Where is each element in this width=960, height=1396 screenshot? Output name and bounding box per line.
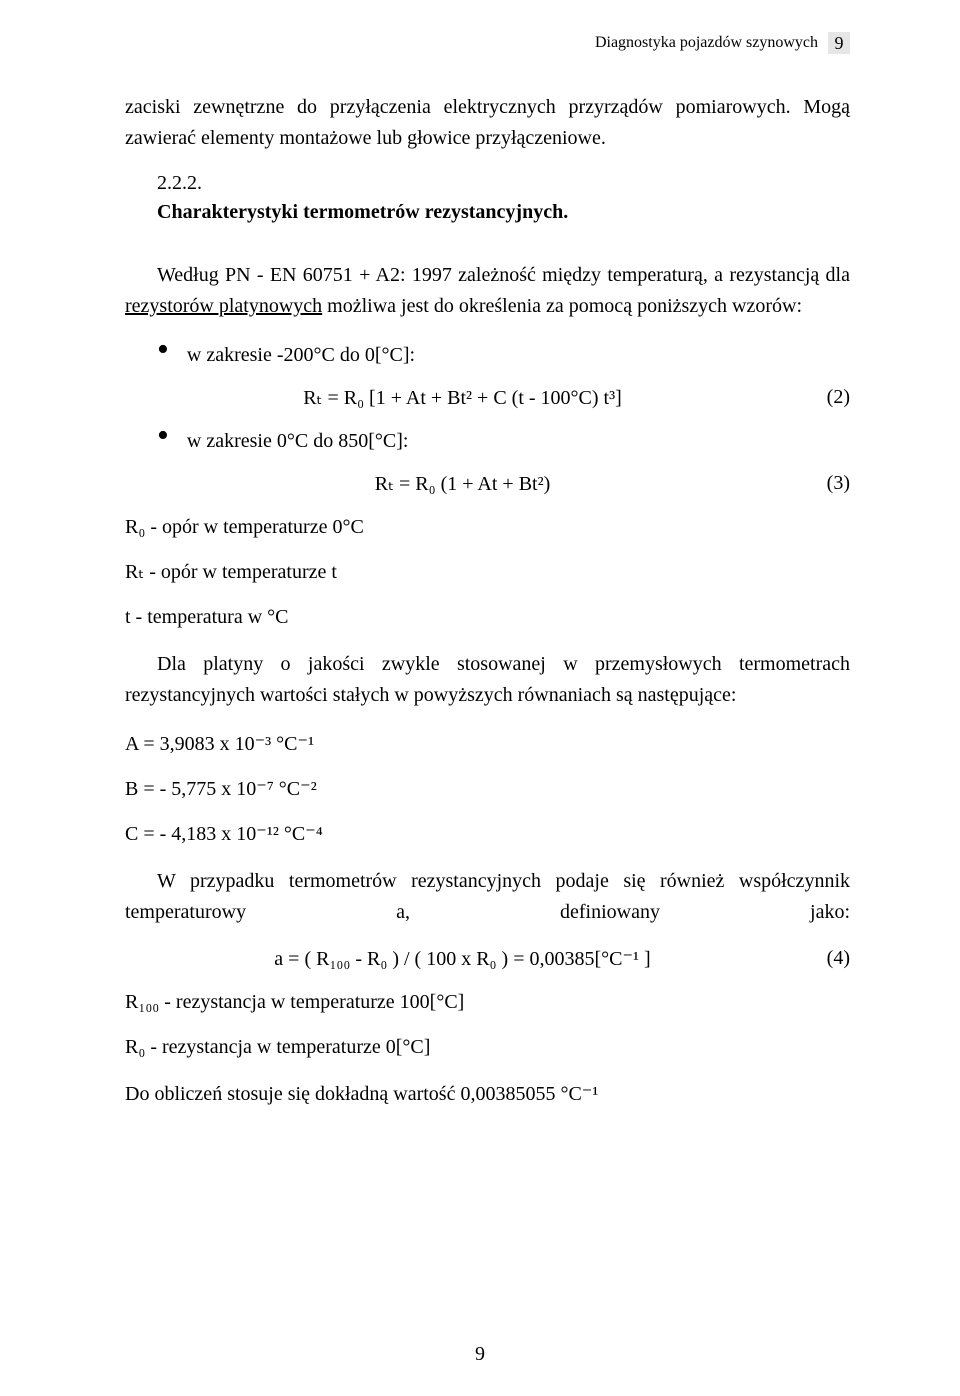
equation-4: a = ( R₁₀₀ - R₀ ) / ( 100 x R₀ ) = 0,003… [125,946,850,971]
bullet-icon: • [157,426,169,446]
main-para-underlined: rezystorów platynowych [125,295,322,317]
equation-3-number: (3) [800,472,850,495]
const-c: C = - 4,183 x 10⁻¹² °C⁻⁴ [125,819,850,850]
def-r100: R₁₀₀ - rezystancja w temperaturze 100[°C… [125,987,850,1018]
equation-3-body: Rₜ = R₀ (1 + At + Bt²) [125,471,800,496]
definitions-block-2: R₁₀₀ - rezystancja w temperaturze 100[°C… [125,987,850,1063]
equation-2: Rₜ = R₀ [1 + At + Bt² + C (t - 100°C) t³… [125,385,850,410]
section-title: Charakterystyki termometrów rezystancyjn… [125,201,850,224]
bullet-1-text: w zakresie -200°C do 0[°C]: [187,340,415,371]
const-b: B = - 5,775 x 10⁻⁷ °C⁻² [125,774,850,805]
def-r0b: R₀ - rezystancja w temperaturze 0[°C] [125,1032,850,1063]
footer-page-number: 9 [0,1343,960,1366]
header-page-box: 9 [828,32,850,54]
page-header: Diagnostyka pojazdów szynowych 9 [125,32,850,54]
section-number: 2.2.2. [125,172,850,195]
def-t: t - temperatura w °C [125,602,850,633]
main-paragraph: Według PN - EN 60751 + A2: 1997 zależnoś… [125,260,850,322]
coeff-paragraph-text: W przypadku termometrów rezystancyjnych … [125,870,850,923]
equation-3: Rₜ = R₀ (1 + At + Bt²) (3) [125,471,850,496]
header-title: Diagnostyka pojazdów szynowych [595,34,818,52]
def-r0: R₀ - opór w temperaturze 0°C [125,512,850,543]
intro-paragraph: zaciski zewnętrzne do przyłączenia elekt… [125,92,850,154]
equation-4-body: a = ( R₁₀₀ - R₀ ) / ( 100 x R₀ ) = 0,003… [125,946,800,971]
const-a: A = 3,9083 x 10⁻³ °C⁻¹ [125,729,850,760]
bullet-item-2: • w zakresie 0°C do 850[°C]: [157,426,850,457]
bullet-2-text: w zakresie 0°C do 850[°C]: [187,426,409,457]
constants-block: A = 3,9083 x 10⁻³ °C⁻¹ B = - 5,775 x 10⁻… [125,729,850,850]
equation-2-number: (2) [800,386,850,409]
definitions-block-1: R₀ - opór w temperaturze 0°C Rₜ - opór w… [125,512,850,633]
equation-2-body: Rₜ = R₀ [1 + At + Bt² + C (t - 100°C) t³… [125,385,800,410]
bullet-icon: • [157,340,169,360]
def-rt: Rₜ - opór w temperaturze t [125,557,850,588]
constants-paragraph: Dla platyny o jakości zwykle stosowanej … [125,649,850,711]
main-para-pre: Według PN - EN 60751 + A2: 1997 zależnoś… [157,264,850,286]
final-line: Do obliczeń stosuje się dokładną wartość… [125,1079,850,1110]
bullet-item-1: • w zakresie -200°C do 0[°C]: [157,340,850,371]
main-para-post: możliwa jest do określenia za pomocą pon… [322,295,802,317]
equation-4-number: (4) [800,947,850,970]
coeff-paragraph-line1: W przypadku termometrów rezystancyjnych … [125,866,850,928]
